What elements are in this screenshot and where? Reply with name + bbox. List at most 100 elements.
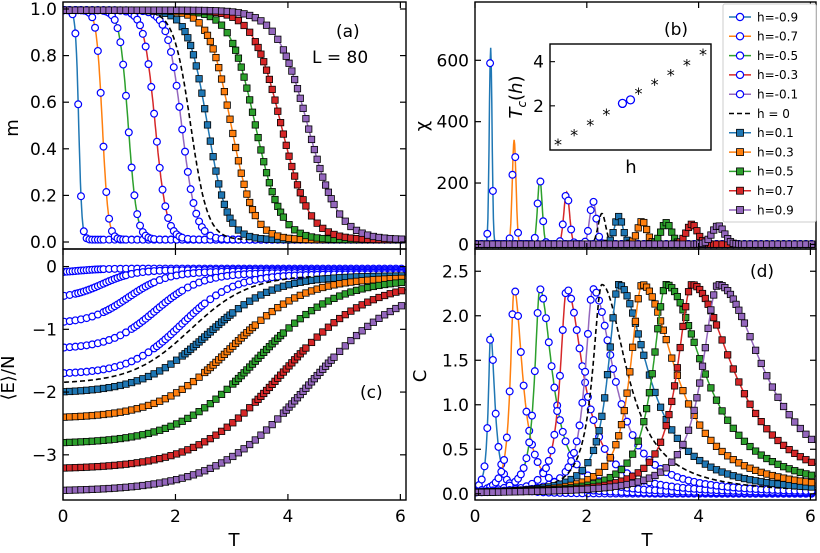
a-point <box>133 210 142 219</box>
d-point <box>757 359 765 368</box>
d-series-h0.9 <box>475 281 816 497</box>
a-point <box>99 142 108 151</box>
a-series-h0.5 <box>63 6 406 244</box>
d-point <box>785 446 793 454</box>
c-point <box>397 302 406 310</box>
c-point <box>121 328 130 337</box>
d-point <box>612 441 620 449</box>
d-point <box>690 338 698 346</box>
legend-marker <box>736 186 744 195</box>
inset-star-point: * <box>554 135 562 154</box>
d-point <box>600 444 609 453</box>
c-point <box>138 351 147 360</box>
a-point <box>285 59 293 67</box>
legend: h=-0.9 h=-0.7 h=-0.5 h=-0.3 h=-0.1 h = 0 h=0.1… <box>722 3 817 223</box>
inset-ylabel: Tc(h) <box>506 75 529 118</box>
legend-label: h=-0.7 <box>757 30 798 44</box>
b-point <box>620 229 628 237</box>
a-point <box>282 141 290 149</box>
d-ytick-label: 2.0 <box>442 307 469 327</box>
d-point <box>682 313 690 322</box>
a-point <box>164 36 173 45</box>
c-markers <box>63 302 406 494</box>
d-point <box>679 387 687 395</box>
a-point <box>187 41 195 50</box>
b-point <box>488 186 497 195</box>
a-point <box>71 29 80 38</box>
d-point <box>533 458 542 467</box>
d-ytick-label: 2.5 <box>442 262 469 282</box>
c-point <box>217 390 226 398</box>
d-point <box>785 411 793 419</box>
d-point <box>629 343 637 351</box>
d-point <box>516 348 525 357</box>
a-point <box>279 46 288 54</box>
d-point <box>684 426 693 434</box>
c-point <box>229 419 237 427</box>
c-point <box>397 287 406 295</box>
d-point <box>634 330 642 338</box>
a-point <box>237 169 245 177</box>
a-point <box>232 46 240 54</box>
d-point <box>514 311 523 320</box>
d-point <box>486 335 495 344</box>
d-point <box>612 470 620 478</box>
c-point <box>195 408 203 416</box>
c-point <box>223 385 231 393</box>
d-point <box>558 325 567 334</box>
d-point <box>539 294 548 303</box>
a-point <box>260 158 268 166</box>
a-point <box>288 162 296 171</box>
d-point <box>553 407 562 416</box>
d-point <box>491 409 500 418</box>
c-series-h0.9 <box>63 302 406 494</box>
d-point <box>684 400 693 408</box>
a-point <box>226 115 234 123</box>
panel-c-frame <box>62 248 407 501</box>
d-point <box>516 470 525 479</box>
b-point <box>558 220 567 229</box>
legend-box <box>722 3 817 223</box>
a-point <box>262 21 271 29</box>
c-point <box>341 342 349 350</box>
d-point <box>615 432 623 440</box>
legend-marker <box>735 12 745 22</box>
d-point <box>589 473 598 481</box>
d-point <box>606 454 614 462</box>
a-point <box>220 88 228 96</box>
legend-marker <box>736 206 744 214</box>
c-point <box>330 319 338 327</box>
a-point <box>192 62 200 70</box>
a-point <box>127 163 136 172</box>
c-point <box>178 385 186 393</box>
b-point <box>483 229 492 238</box>
a-point <box>299 104 307 112</box>
a-point <box>209 153 217 161</box>
d-point <box>684 447 693 456</box>
magnetization-series <box>63 6 406 244</box>
susceptibility-series <box>475 47 816 249</box>
d-point <box>740 437 749 445</box>
d-point <box>665 410 673 419</box>
d-point <box>729 424 737 432</box>
b-ytick-label: 400 <box>437 113 469 133</box>
c-point <box>195 373 203 381</box>
d-point <box>643 405 651 413</box>
inset-highlight-point <box>617 98 628 109</box>
a-point <box>288 67 296 75</box>
d-point <box>679 440 687 449</box>
d-point <box>595 427 603 435</box>
d-point <box>611 460 620 469</box>
b-series-h0.9 <box>475 222 816 248</box>
d-point <box>701 370 709 378</box>
a-point <box>240 73 248 81</box>
a-point <box>223 101 231 109</box>
d-point <box>639 449 648 458</box>
a-point <box>220 200 228 208</box>
legend-entry: h=0.7 <box>729 184 794 198</box>
d-point <box>541 464 550 473</box>
legend-marker <box>736 167 744 176</box>
c-point <box>212 431 220 439</box>
d-point <box>547 362 556 371</box>
b-point <box>514 228 523 237</box>
